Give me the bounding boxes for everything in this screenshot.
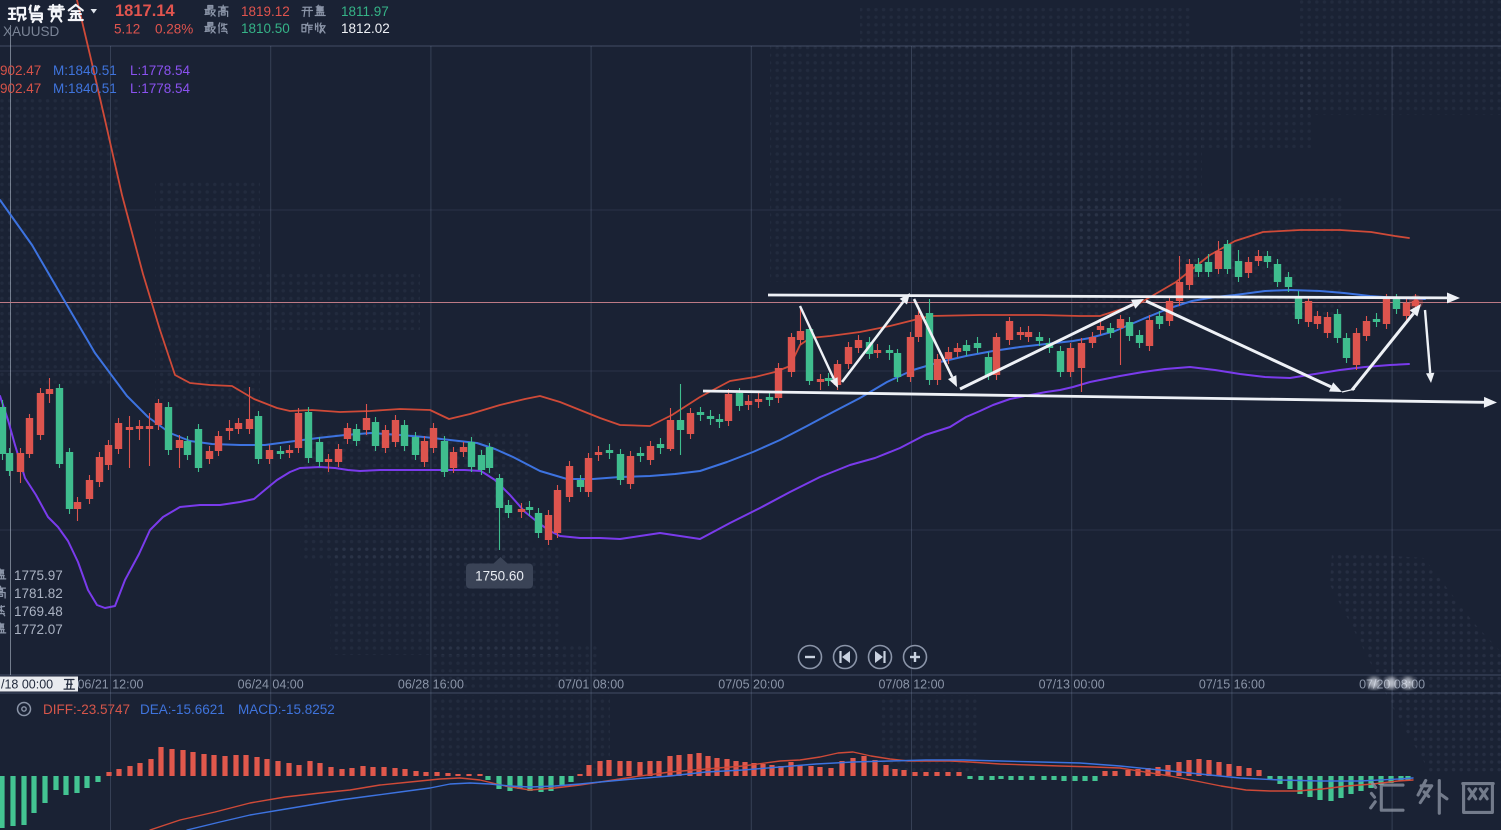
svg-text:1817.14: 1817.14 [115,2,175,20]
svg-text:/18 00:00: /18 00:00 [1,678,53,692]
svg-text:07/13 00:00: 07/13 00:00 [1039,678,1105,692]
svg-text:07/08 12:00: 07/08 12:00 [878,678,944,692]
svg-text:M:1840.51: M:1840.51 [53,81,117,96]
svg-text:06/24 04:00: 06/24 04:00 [238,678,304,692]
svg-text:L:1778.54: L:1778.54 [130,81,191,96]
svg-text:902.47: 902.47 [0,63,41,78]
svg-text:07/01 08:00: 07/01 08:00 [558,678,624,692]
svg-text:MACD:-15.8252: MACD:-15.8252 [238,702,335,717]
svg-text:1812.02: 1812.02 [341,21,390,36]
svg-text:0.28%: 0.28% [155,22,193,37]
svg-text:06/28 16:00: 06/28 16:00 [398,678,464,692]
svg-text:06/21 12:00: 06/21 12:00 [77,678,143,692]
svg-text:902.47: 902.47 [0,81,41,96]
svg-text:DEA:-15.6621: DEA:-15.6621 [140,702,225,717]
svg-text:M:1840.51: M:1840.51 [53,63,117,78]
svg-text:5.12: 5.12 [114,22,140,37]
svg-text:XAUUSD: XAUUSD [3,24,60,39]
svg-text:1772.07: 1772.07 [14,622,63,637]
svg-text:L:1778.54: L:1778.54 [130,63,191,78]
svg-text:1775.97: 1775.97 [14,568,63,583]
svg-text:DIFF:-23.5747: DIFF:-23.5747 [43,702,130,717]
svg-text:1811.97: 1811.97 [341,4,389,19]
svg-text:1750.60: 1750.60 [475,569,524,584]
svg-text:1781.82: 1781.82 [14,586,63,601]
svg-text:1769.48: 1769.48 [14,604,63,619]
svg-text:1810.50: 1810.50 [241,21,290,36]
svg-text:07/05 20:00: 07/05 20:00 [718,678,784,692]
svg-text:07/15 16:00: 07/15 16:00 [1199,678,1265,692]
svg-text:1819.12: 1819.12 [241,4,290,19]
